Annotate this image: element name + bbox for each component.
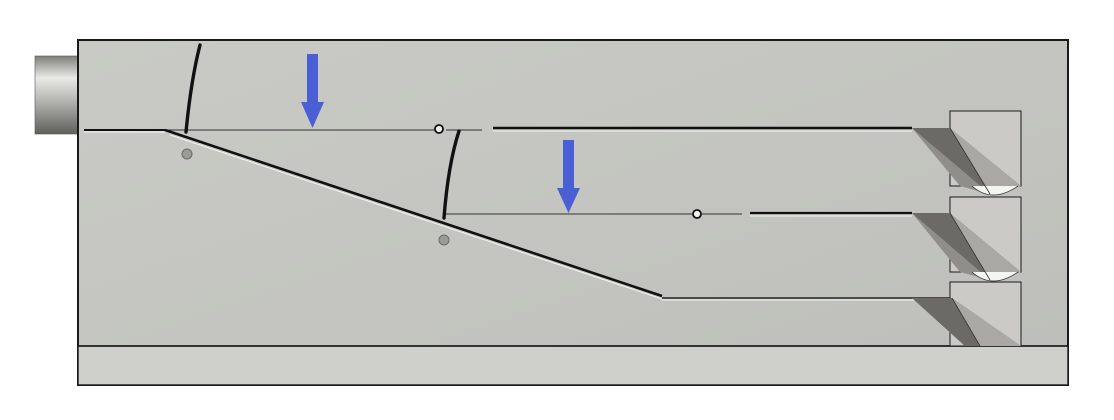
pivot-pin-lower — [438, 234, 450, 246]
housing-body — [77, 39, 1069, 386]
sensor-ring-lower — [692, 209, 702, 219]
upper-guide-channel — [84, 126, 912, 133]
lower-guide-channel — [662, 297, 952, 301]
exit-chute-top — [912, 110, 1022, 196]
exit-chute-middle — [912, 196, 1022, 282]
base-plate — [77, 345, 1069, 386]
push-arrow-upper — [301, 54, 324, 128]
pivot-pin-upper — [181, 148, 193, 160]
middle-guide-channel — [445, 211, 912, 217]
exit-chute-bottom — [912, 281, 1022, 347]
push-arrow-lower — [557, 140, 580, 213]
sensor-ring-upper — [434, 124, 444, 134]
flap-gate-upper — [184, 43, 202, 134]
flap-gate-lower — [442, 129, 461, 220]
cylindrical-shaft — [34, 55, 81, 135]
diagonal-ramp — [164, 128, 663, 300]
